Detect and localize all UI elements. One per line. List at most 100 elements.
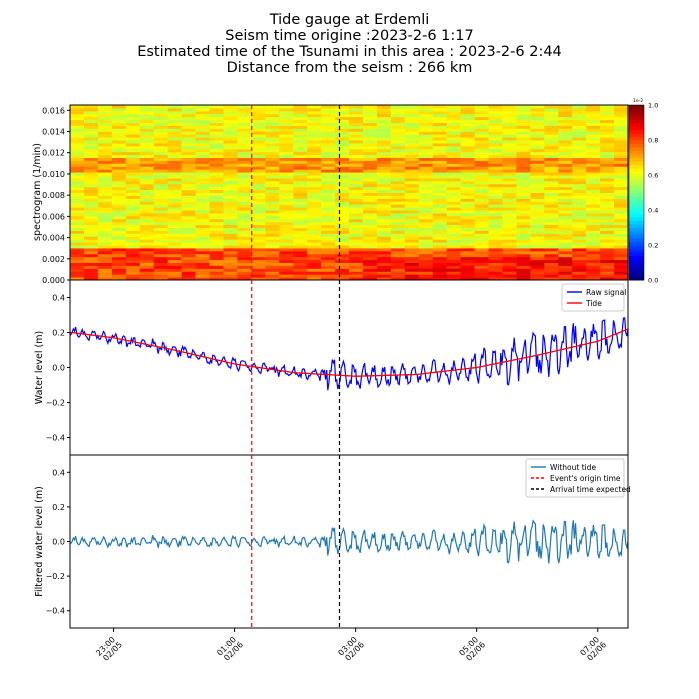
spectrogram-cell: [572, 157, 587, 161]
spectrogram-cell: [530, 265, 545, 269]
spectrogram-cell: [307, 177, 322, 182]
spectrogram-cell: [614, 113, 629, 118]
spectrogram-cell: [83, 198, 99, 202]
spectrogram-cell: [125, 137, 141, 141]
spectrogram-cell: [139, 110, 155, 115]
spectrogram-cell: [111, 245, 127, 249]
spectrogram-cell: [307, 119, 322, 123]
spectrogram-cell: [572, 195, 587, 199]
spectrogram-cell: [153, 154, 169, 158]
y-tick-label: 0.014: [42, 128, 65, 137]
spectrogram-cell: [600, 195, 615, 199]
colorbar-cell: [629, 213, 644, 218]
spectrogram-cell: [167, 183, 183, 188]
spectrogram-cell: [293, 142, 308, 147]
spectrogram-cell: [223, 107, 238, 112]
spectrogram-cell: [83, 230, 99, 234]
spectrogram-cell: [279, 224, 294, 228]
spectrogram-cell: [181, 218, 197, 223]
spectrogram-cell: [223, 224, 238, 228]
spectrogram-cell: [502, 107, 517, 112]
spectrogram-cell: [614, 107, 629, 112]
spectrogram-cell: [544, 131, 559, 135]
spectrogram-cell: [572, 210, 587, 214]
spectrogram-cell: [586, 245, 601, 249]
spectrogram-cell: [544, 160, 559, 164]
spectrogram-cell: [446, 215, 462, 220]
spectrogram-cell: [516, 128, 531, 132]
spectrogram-cell: [209, 204, 224, 208]
spectrogram-cell: [446, 180, 462, 185]
spectrogram-cell: [321, 218, 336, 223]
spectrogram-cell: [265, 215, 280, 220]
colorbar-cell: [629, 192, 644, 197]
spectrogram-cell: [195, 113, 210, 118]
spectrogram-cell: [614, 236, 629, 240]
spectrogram-cell: [139, 236, 155, 240]
spectrogram-cell: [195, 201, 210, 205]
spectrogram-cell: [279, 163, 294, 167]
spectrogram-cell: [139, 140, 155, 144]
spectrogram-cell: [223, 192, 238, 196]
spectrogram-cell: [390, 215, 406, 220]
spectrogram-cell: [335, 212, 350, 217]
spectrogram-cell: [293, 172, 308, 176]
spectrogram-cell: [404, 142, 420, 147]
spectrogram-cell: [307, 268, 322, 272]
colorbar-cell: [629, 262, 644, 267]
spectrogram-cell: [153, 169, 169, 173]
spectrogram-cell: [432, 131, 448, 135]
spectrogram-cell: [558, 253, 573, 258]
spectrogram-cell: [390, 192, 406, 196]
spectrogram-cell: [600, 207, 615, 211]
spectrogram-cell: [293, 201, 308, 205]
spectrogram-cell: [502, 250, 517, 255]
spectrogram-cell: [530, 175, 545, 179]
spectrogram-cell: [97, 239, 113, 243]
spectrogram-cell: [460, 192, 476, 196]
spectrogram-cell: [418, 116, 434, 121]
spectrogram-cell: [614, 256, 629, 261]
spectrogram-cell: [265, 221, 280, 226]
spectrogram-cell: [530, 183, 545, 188]
spectrogram-cell: [432, 227, 448, 231]
colorbar-cell: [629, 140, 644, 144]
spectrogram-cell: [376, 236, 392, 240]
spectrogram-cell: [502, 142, 517, 147]
spectrogram-cell: [293, 113, 308, 118]
spectrogram-cell: [279, 154, 294, 158]
spectrogram-cell: [474, 215, 489, 220]
spectrogram-cell: [125, 140, 141, 144]
spectrogram-cell: [153, 134, 169, 138]
spectrogram-cell: [251, 119, 266, 123]
spectrogram-cell: [335, 195, 350, 199]
spectrogram-cell: [265, 268, 280, 272]
spectrogram-cell: [111, 268, 127, 272]
spectrogram-cell: [572, 242, 587, 246]
spectrogram-cell: [70, 207, 85, 211]
spectrogram-cell: [335, 215, 350, 220]
spectrogram-cell: [209, 163, 224, 167]
spectrogram-cell: [614, 116, 629, 121]
spectrogram-cell: [293, 134, 308, 138]
spectrogram-cell: [153, 233, 169, 237]
spectrogram-cell: [446, 227, 462, 231]
spectrogram-cell: [223, 113, 238, 118]
spectrogram-cell: [279, 268, 294, 272]
spectrogram-cell: [70, 189, 85, 193]
spectrogram-cell: [390, 221, 406, 226]
spectrogram-cell: [544, 137, 559, 141]
spectrogram-cell: [321, 148, 336, 153]
spectrogram-cell: [600, 151, 615, 156]
spectrogram-cell: [279, 218, 294, 223]
spectrogram-cell: [279, 215, 294, 220]
spectrogram-cell: [139, 224, 155, 228]
spectrogram-cell: [418, 265, 434, 269]
spectrogram-cell: [265, 210, 280, 214]
spectrogram-cell: [153, 207, 169, 211]
spectrogram-cell: [293, 239, 308, 243]
spectrogram-cell: [516, 142, 531, 147]
spectrogram-cell: [335, 119, 350, 123]
spectrogram-cell: [125, 142, 141, 147]
spectrogram-cell: [125, 145, 141, 150]
